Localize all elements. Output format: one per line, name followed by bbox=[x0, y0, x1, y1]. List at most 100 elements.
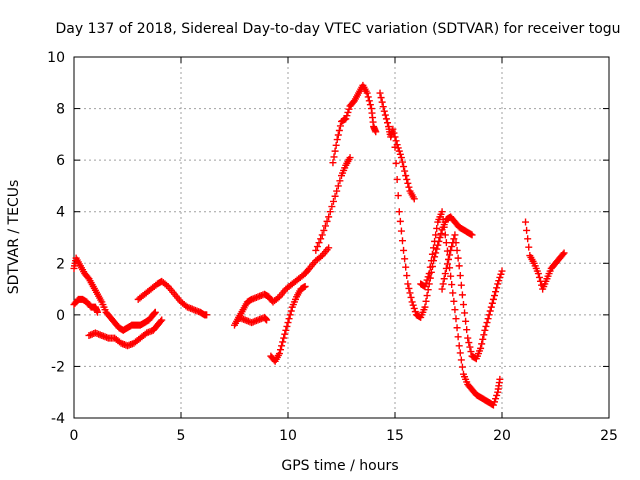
data-point bbox=[483, 319, 491, 327]
data-point bbox=[480, 331, 488, 339]
data-point bbox=[438, 285, 446, 293]
data-point bbox=[434, 241, 442, 249]
data-point bbox=[448, 243, 456, 251]
series-seg12 bbox=[417, 208, 504, 409]
data-point bbox=[396, 217, 404, 225]
x-tick-label: 10 bbox=[279, 428, 297, 444]
data-point bbox=[461, 309, 469, 317]
data-point bbox=[436, 234, 444, 241]
data-point bbox=[449, 289, 457, 297]
data-point bbox=[365, 97, 373, 105]
data-point bbox=[334, 131, 342, 139]
data-point bbox=[404, 280, 412, 288]
data-point bbox=[424, 286, 432, 294]
data-point bbox=[315, 239, 323, 247]
data-point bbox=[333, 187, 341, 195]
data-point bbox=[285, 315, 293, 323]
data-point bbox=[432, 249, 440, 257]
data-point bbox=[455, 262, 463, 270]
data-point bbox=[487, 303, 495, 311]
data-point bbox=[312, 246, 320, 254]
data-point bbox=[278, 342, 286, 350]
data-point bbox=[423, 276, 431, 284]
data-point bbox=[410, 304, 418, 312]
series-seg2 bbox=[70, 295, 102, 316]
data-point bbox=[402, 263, 410, 271]
series-seg14 bbox=[522, 218, 568, 293]
data-point bbox=[437, 230, 445, 238]
data-point bbox=[405, 284, 413, 292]
axis-ticks: 0 5 10 15 20 25 -4 -2 0 2 4 6 8 10 bbox=[47, 50, 618, 444]
data-point bbox=[301, 282, 309, 290]
data-point bbox=[457, 281, 465, 289]
y-tick-label: -4 bbox=[51, 411, 65, 427]
data-point bbox=[281, 330, 289, 338]
data-point bbox=[456, 272, 464, 280]
data-point bbox=[393, 175, 401, 183]
series-seg1 bbox=[70, 254, 159, 334]
y-tick-label: 0 bbox=[56, 308, 65, 324]
data-point bbox=[398, 237, 406, 245]
data-point bbox=[403, 175, 411, 183]
data-point bbox=[400, 163, 408, 171]
data-point bbox=[407, 293, 415, 301]
data-point bbox=[384, 119, 392, 127]
data-point bbox=[279, 338, 287, 346]
y-tick-label: -2 bbox=[51, 359, 65, 375]
data-point bbox=[423, 292, 431, 300]
data-point bbox=[491, 292, 499, 300]
data-point bbox=[283, 322, 291, 330]
data-point bbox=[454, 254, 462, 262]
data-point bbox=[274, 294, 282, 302]
data-point bbox=[465, 339, 473, 347]
data-point bbox=[441, 231, 449, 239]
data-point bbox=[344, 108, 352, 116]
data-point bbox=[286, 311, 294, 319]
data-point bbox=[493, 284, 501, 292]
data-point bbox=[275, 350, 283, 358]
data-point bbox=[426, 263, 434, 271]
data-point bbox=[447, 246, 455, 254]
data-point bbox=[345, 105, 353, 113]
x-tick-label: 25 bbox=[600, 428, 618, 444]
data-point bbox=[492, 395, 500, 403]
series-seg3 bbox=[85, 316, 166, 350]
data-point bbox=[336, 122, 344, 130]
data-point bbox=[450, 297, 458, 305]
data-point bbox=[488, 299, 496, 307]
data-point bbox=[452, 239, 460, 247]
data-point bbox=[326, 208, 334, 216]
data-point bbox=[438, 208, 446, 216]
data-point bbox=[431, 237, 439, 245]
data-point bbox=[363, 89, 371, 97]
data-point bbox=[397, 227, 405, 235]
data-point bbox=[332, 141, 340, 149]
data-point bbox=[395, 208, 403, 216]
data-point bbox=[524, 235, 532, 243]
data-point bbox=[463, 326, 471, 334]
data-point bbox=[497, 270, 505, 278]
data-point bbox=[398, 158, 406, 166]
data-point bbox=[489, 295, 497, 303]
data-point bbox=[422, 297, 430, 305]
data-point bbox=[485, 311, 493, 319]
data-point bbox=[376, 89, 384, 97]
data-point bbox=[421, 303, 429, 311]
data-point bbox=[453, 324, 461, 332]
data-point bbox=[263, 316, 271, 324]
data-point bbox=[451, 306, 459, 314]
data-point bbox=[401, 167, 409, 175]
data-point bbox=[443, 260, 451, 268]
data-point bbox=[481, 326, 489, 334]
data-point bbox=[321, 222, 329, 230]
data-point bbox=[494, 280, 502, 288]
data-point bbox=[391, 133, 399, 141]
data-point bbox=[409, 301, 417, 309]
data-point bbox=[421, 282, 429, 290]
data-point bbox=[381, 111, 389, 119]
x-tick-label: 0 bbox=[70, 428, 79, 444]
data-point bbox=[392, 137, 400, 145]
chart-title: Day 137 of 2018, Sidereal Day-to-day VTE… bbox=[55, 21, 620, 37]
x-tick-label: 20 bbox=[493, 428, 511, 444]
data-point bbox=[284, 319, 292, 327]
